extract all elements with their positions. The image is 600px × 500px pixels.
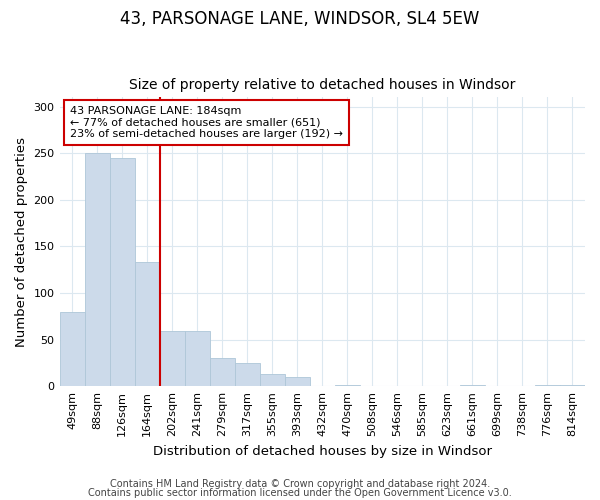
- Bar: [59, 312, 85, 386]
- Bar: [160, 331, 185, 386]
- Bar: [460, 385, 485, 386]
- Bar: [260, 374, 285, 386]
- Bar: [560, 385, 585, 386]
- Bar: [110, 158, 134, 386]
- Text: Contains public sector information licensed under the Open Government Licence v3: Contains public sector information licen…: [88, 488, 512, 498]
- Bar: [235, 363, 260, 386]
- Title: Size of property relative to detached houses in Windsor: Size of property relative to detached ho…: [129, 78, 515, 92]
- Bar: [335, 385, 360, 386]
- Y-axis label: Number of detached properties: Number of detached properties: [15, 137, 28, 347]
- Bar: [535, 385, 560, 386]
- Text: 43 PARSONAGE LANE: 184sqm
← 77% of detached houses are smaller (651)
23% of semi: 43 PARSONAGE LANE: 184sqm ← 77% of detac…: [70, 106, 343, 139]
- Text: 43, PARSONAGE LANE, WINDSOR, SL4 5EW: 43, PARSONAGE LANE, WINDSOR, SL4 5EW: [121, 10, 479, 28]
- Bar: [285, 377, 310, 386]
- Text: Contains HM Land Registry data © Crown copyright and database right 2024.: Contains HM Land Registry data © Crown c…: [110, 479, 490, 489]
- Bar: [85, 153, 110, 386]
- Bar: [134, 262, 160, 386]
- X-axis label: Distribution of detached houses by size in Windsor: Distribution of detached houses by size …: [153, 444, 492, 458]
- Bar: [209, 358, 235, 386]
- Bar: [185, 331, 209, 386]
